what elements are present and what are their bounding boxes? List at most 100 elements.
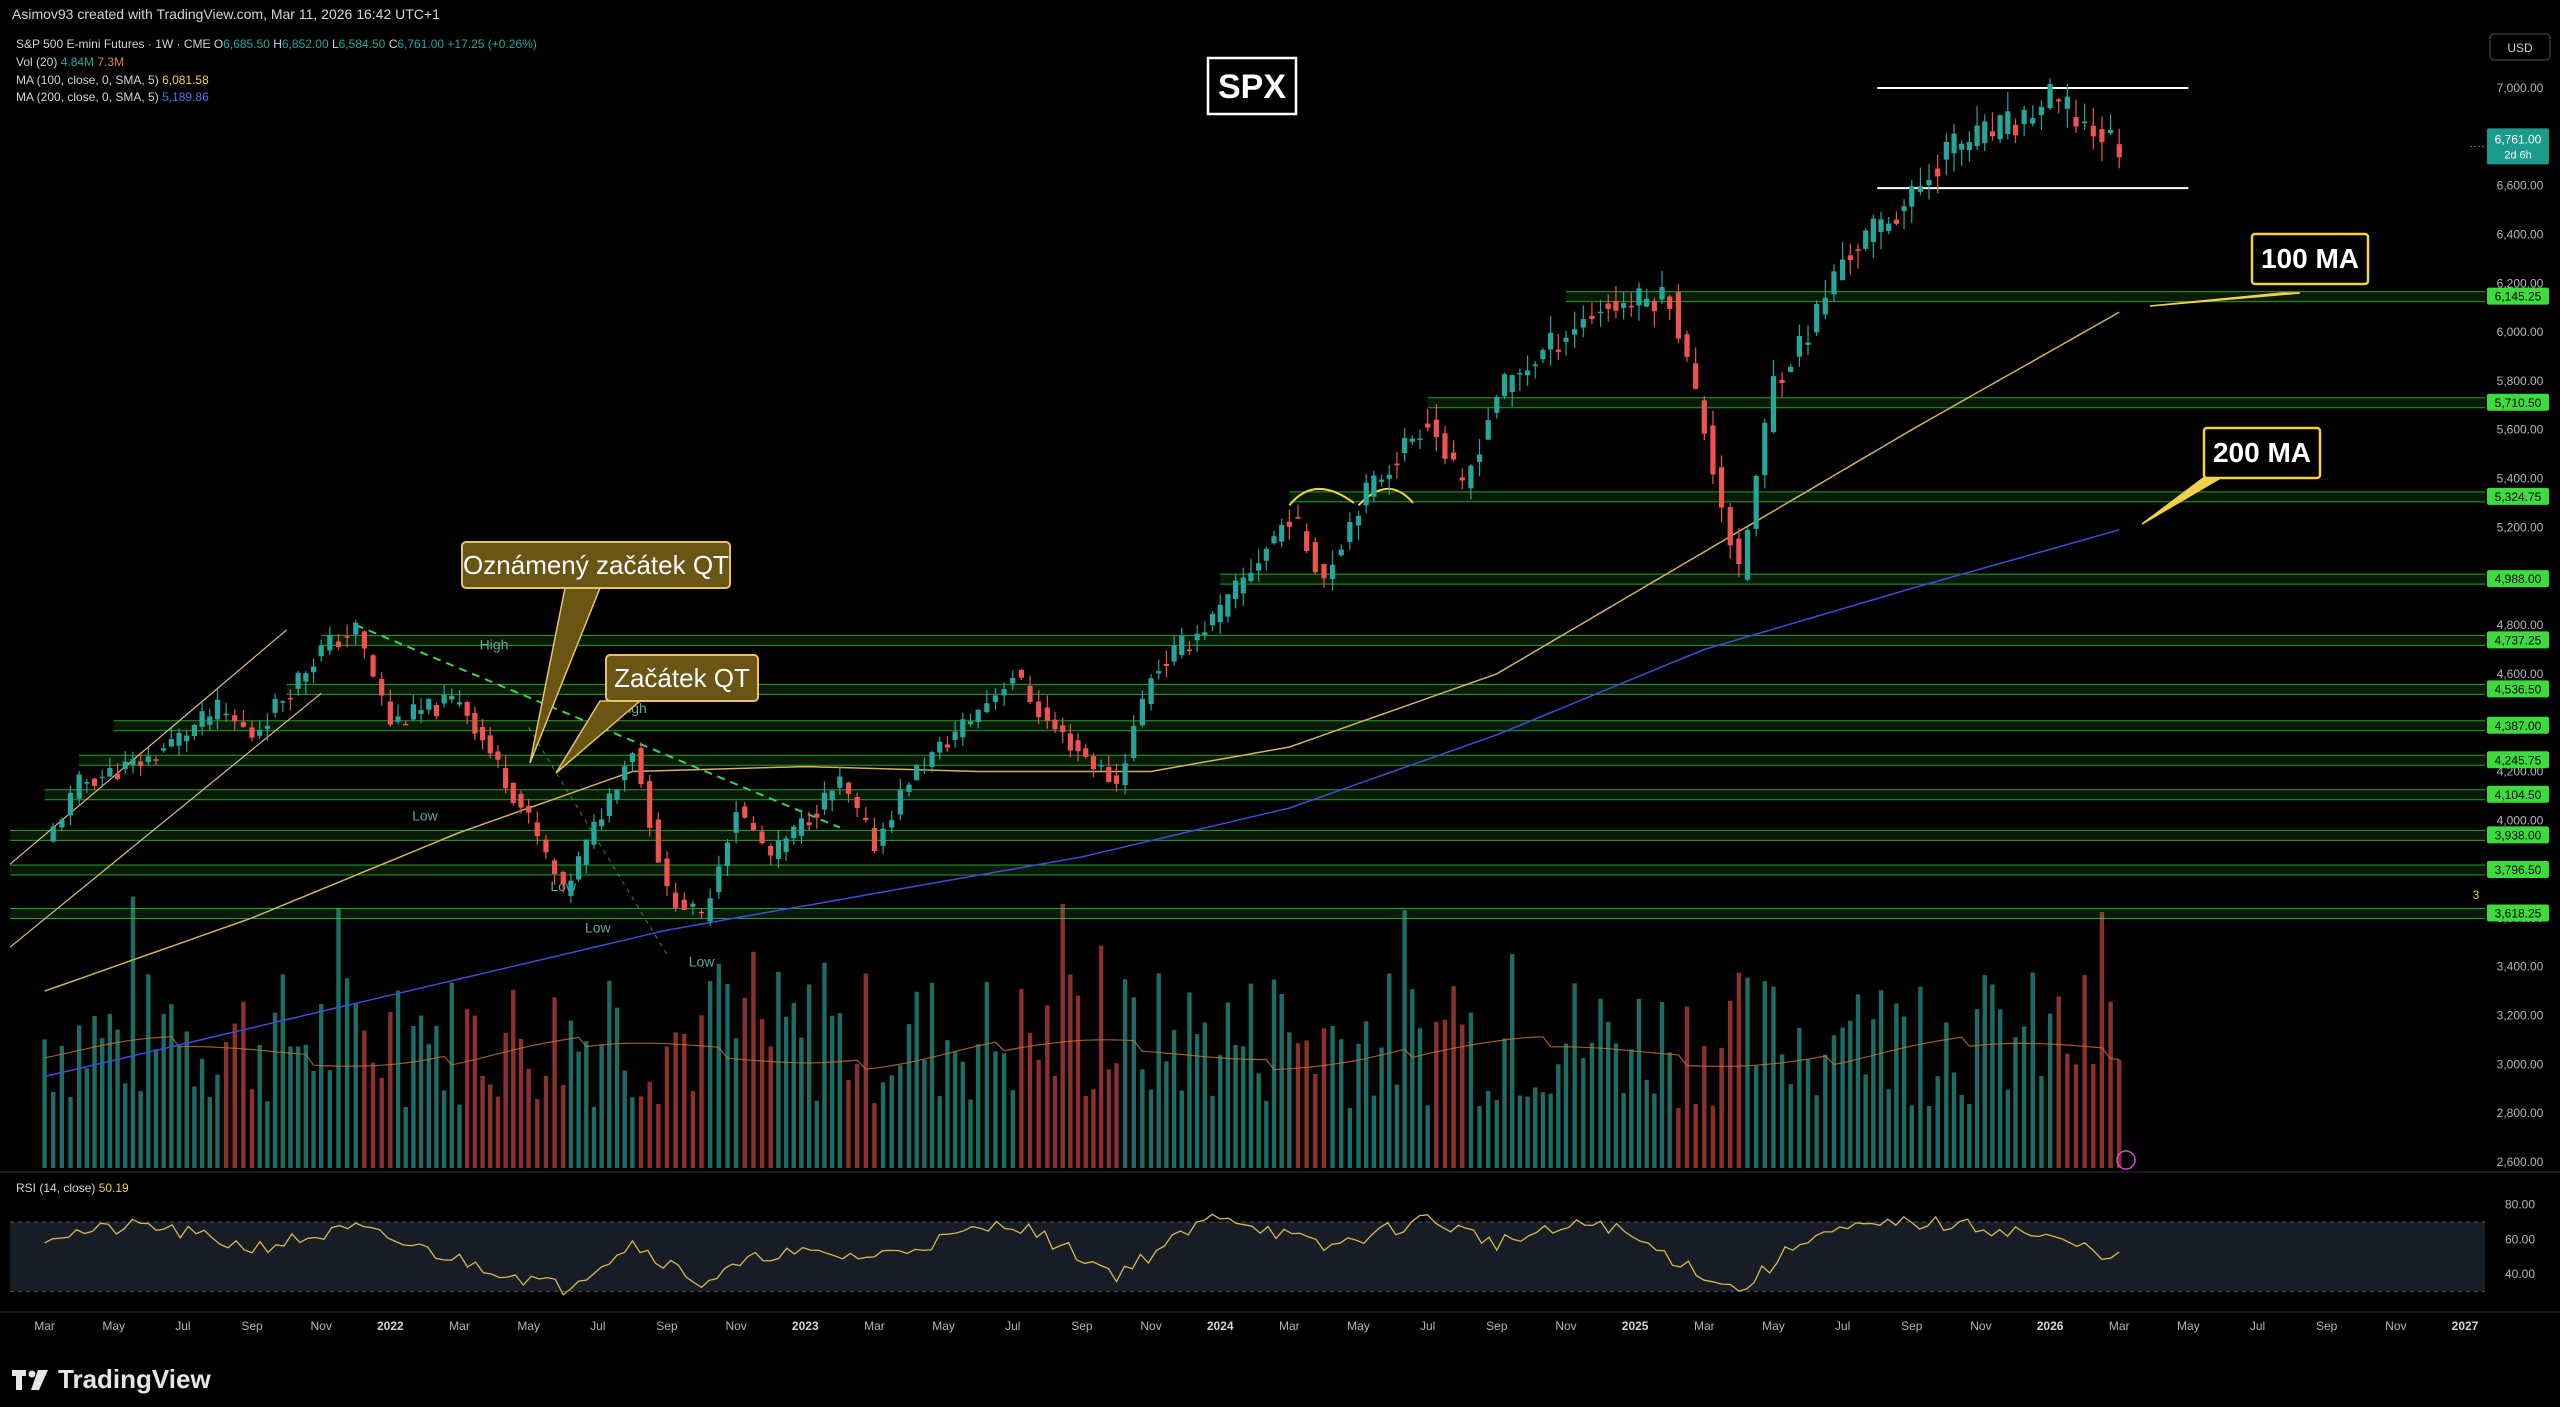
volume-bar: [682, 1034, 687, 1168]
volume-bar: [1926, 1106, 1932, 1168]
ma100-pointer: [2149, 292, 2301, 307]
downtrend-line: [355, 624, 841, 829]
volume-bar: [768, 1046, 773, 1168]
candle-body: [1476, 454, 1483, 462]
price-axis[interactable]: USD 2,600.00 2,800.00 3,000.00 3,200.00 3,400…: [2116, 28, 2560, 1348]
currency-label: USD: [2507, 41, 2533, 55]
volume-bar: [1347, 1107, 1353, 1168]
volume-bar: [1805, 1059, 1811, 1168]
volume-bar: [1225, 1002, 1231, 1168]
level-price-tag: [2487, 716, 2549, 734]
candle-body: [207, 716, 213, 725]
rsi-tick-label: 60.00: [2505, 1232, 2535, 1246]
volume-bar: [42, 1039, 47, 1168]
legend-ohlc-value: 6,685.50: [223, 37, 273, 51]
price-tick-label: 3,200.00: [2497, 1009, 2544, 1023]
candle-body: [387, 701, 393, 725]
candle-body: [1036, 701, 1042, 718]
candle-body: [1959, 143, 1965, 150]
volume-bar: [960, 1061, 966, 1168]
candle-body: [534, 822, 540, 837]
volume-bar: [1091, 1089, 1096, 1168]
level-band: [113, 720, 2485, 731]
candle-body: [1597, 311, 1604, 314]
volume-bar: [1156, 973, 1161, 1168]
volume-bar: [1753, 1065, 1759, 1168]
channel-line: [9, 629, 288, 865]
candle-body: [84, 782, 90, 784]
level-band: [321, 635, 2485, 646]
volume-bar: [1779, 1054, 1785, 1168]
candle-body: [184, 735, 190, 742]
volume-bar: [552, 997, 557, 1168]
volume-bar: [1502, 1038, 1507, 1168]
chart-area[interactable]: 6,145.25 5,710.50 5,324.75 4,988.00 4,737.25…: [0, 28, 2560, 1348]
candle-body: [1943, 141, 1949, 160]
qt-announced-callout-box: [461, 541, 731, 589]
volume-bar: [716, 963, 722, 1168]
candle-body: [1402, 438, 1408, 454]
volume-bar: [1264, 1100, 1269, 1168]
candle-body: [1425, 423, 1431, 428]
level-price-tag: [2487, 826, 2549, 844]
qt-start-callout-box: [605, 654, 759, 702]
level-price-tag: [2487, 904, 2549, 922]
replay-icon[interactable]: [2116, 1150, 2136, 1170]
volume-bar: [2099, 911, 2105, 1168]
rsi-pane[interactable]: RSI (14, close) 50.19 80.00 60.00 40.00: [0, 1171, 2560, 1296]
candle-body: [249, 727, 255, 738]
candle-body: [456, 702, 463, 705]
time-axis[interactable]: Mar May Jul Sep Nov 2022 Mar May Jul Sep Nov 2023 Ma…: [0, 1311, 2560, 1333]
candle-body: [1371, 475, 1377, 497]
volume-bar: [336, 907, 341, 1168]
volume-bar: [1313, 1074, 1318, 1168]
volume-bar: [123, 1083, 128, 1168]
candle-body: [464, 701, 470, 716]
candle-body: [906, 784, 912, 792]
candle-body: [1974, 125, 1980, 147]
volume-bar: [814, 1100, 820, 1168]
volume-bar: [265, 1101, 270, 1168]
candle-body: [1926, 179, 1932, 186]
volume-bar: [952, 1051, 958, 1168]
time-tick-label: Jul: [1005, 1319, 1020, 1333]
candle-body: [568, 880, 574, 896]
candle-body: [606, 793, 612, 816]
volume-bar: [176, 1045, 182, 1168]
volume-bar: [673, 1032, 678, 1168]
legend-change: +17.25 (+0.26%): [447, 37, 536, 51]
level-price-label: 3,938.00: [2495, 828, 2542, 842]
candle-body: [503, 768, 509, 789]
candle-body: [264, 725, 271, 729]
volume-bar: [1886, 1089, 1891, 1168]
volume-bar: [1517, 1095, 1523, 1168]
volume-bar: [614, 1007, 620, 1168]
volume-bar: [84, 1068, 90, 1168]
chart-legend: S&P 500 E-mini Futures · 1W · CME O6,685…: [16, 37, 537, 104]
candle-body: [1644, 298, 1650, 307]
candle-body: [1378, 479, 1385, 482]
currency-button[interactable]: [2489, 33, 2551, 61]
candle-body: [2005, 111, 2011, 135]
candle-body: [214, 699, 221, 720]
volume-bar: [1710, 1105, 1716, 1168]
candle-body: [768, 845, 774, 856]
tradingview-logo[interactable]: TradingView: [12, 1364, 211, 1395]
candle-body: [638, 747, 644, 785]
candle-body: [759, 831, 765, 844]
volume-bar: [1814, 1095, 1819, 1168]
high-label: High: [480, 636, 509, 652]
time-tick-label: Mar: [2109, 1319, 2130, 1333]
level-band: [286, 684, 2486, 695]
time-tick-label: Nov: [2385, 1319, 2406, 1333]
candle-body: [526, 805, 532, 813]
volume-bar: [1233, 1045, 1238, 1168]
low-label: Low: [412, 807, 439, 823]
volume-bar: [2013, 1037, 2018, 1168]
volume-bar: [344, 978, 350, 1168]
volume-bar: [280, 974, 285, 1168]
rsi-legend: RSI (14, close) 50.19: [16, 1181, 129, 1195]
time-tick-label: Sep: [1071, 1319, 1093, 1333]
candle-body: [975, 709, 981, 722]
last-price-countdown: 2d 6h: [2504, 149, 2532, 161]
